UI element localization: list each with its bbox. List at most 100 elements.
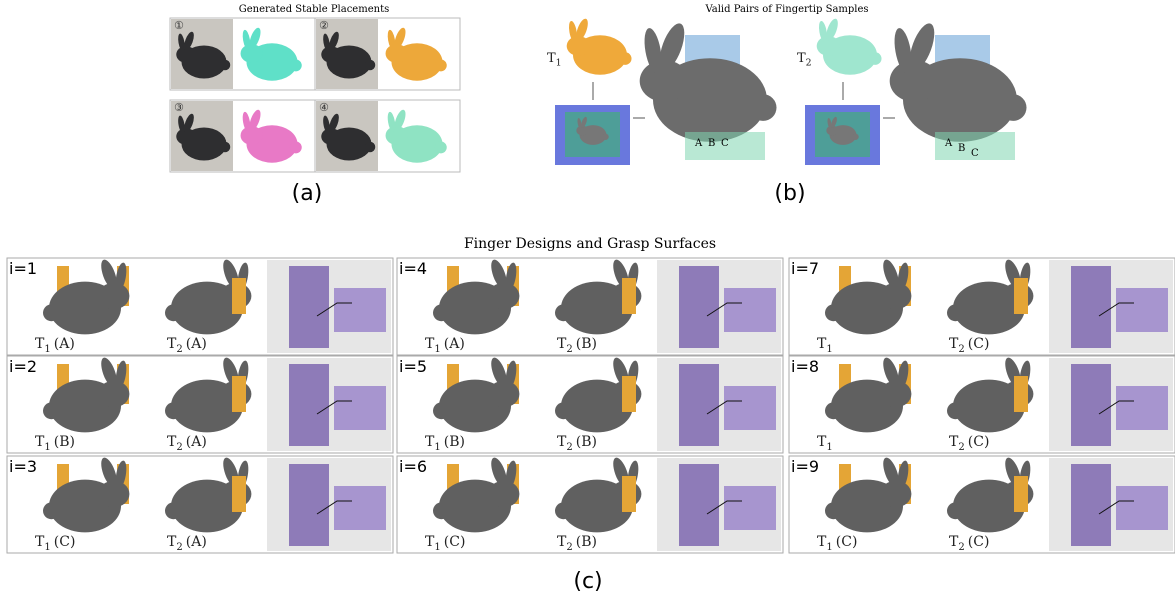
panel-b-title: Valid Pairs of Fingertip Samples	[704, 4, 868, 15]
label-subscript: 2	[958, 442, 964, 453]
design-index: i=4	[399, 259, 427, 278]
bunny-tail	[365, 142, 376, 153]
label-sample: (A)	[186, 534, 207, 550]
panel-c-title: Finger Designs and Grasp Surfaces	[464, 236, 716, 252]
label-sample: (B)	[444, 434, 465, 450]
label-sample: (B)	[54, 434, 75, 450]
label-subscript: 2	[176, 344, 182, 355]
label-sample: (C)	[968, 534, 990, 550]
sample-label: C	[721, 138, 729, 149]
bunny-tail	[947, 304, 964, 321]
finger-purple	[1071, 266, 1111, 348]
finger-purple	[679, 464, 719, 546]
label-subscript: 2	[566, 542, 572, 553]
finger-purple	[1071, 464, 1111, 546]
bunny-tail	[825, 402, 842, 419]
bunny-tail	[165, 402, 182, 419]
label-sample: (A)	[186, 434, 207, 450]
finger-purple-face	[1116, 486, 1168, 530]
bunny-tail	[947, 502, 964, 519]
finger-purple	[289, 364, 329, 446]
finger-block	[1014, 278, 1028, 314]
label-sample: (B)	[576, 434, 597, 450]
finger-purple-face	[724, 486, 776, 530]
design-index: i=1	[9, 259, 37, 278]
label-subscript: 1	[434, 542, 440, 553]
label-subscript: 2	[176, 542, 182, 553]
label-sample: (B)	[576, 336, 597, 352]
bunny-tail	[433, 304, 450, 321]
panel-b-caption: (b)	[774, 181, 805, 206]
label-subscript: 1	[434, 442, 440, 453]
bunny-tail	[365, 60, 376, 71]
bunny-tail	[435, 59, 447, 71]
label-sample: (B)	[576, 534, 597, 550]
label-sample: (A)	[444, 336, 465, 352]
finger-purple	[679, 266, 719, 348]
label-subscript: 1	[826, 344, 832, 355]
bunny-tail	[555, 304, 572, 321]
label-subscript: 1	[44, 542, 50, 553]
bunny-tail	[43, 304, 60, 321]
bunny-tail	[435, 141, 447, 153]
bunny-tail	[750, 94, 777, 121]
label-sample: (C)	[836, 534, 858, 550]
bunny-tail	[825, 502, 842, 519]
bunny-tail	[43, 502, 60, 519]
finger-purple-face	[334, 288, 386, 332]
design-index: i=6	[399, 457, 427, 476]
finger-purple	[1071, 364, 1111, 446]
finger-block	[232, 476, 246, 512]
label-sample: (C)	[54, 534, 76, 550]
bunny-tail	[433, 502, 450, 519]
bunny-tail	[825, 304, 842, 321]
label-subscript: 2	[958, 542, 964, 553]
label-sample: (C)	[968, 434, 990, 450]
bunny-tail	[619, 52, 632, 65]
sample-label: A	[944, 138, 953, 149]
design-index: i=2	[9, 357, 37, 376]
sample-label: B	[708, 138, 715, 149]
bunny-tail	[220, 60, 231, 71]
bunny-tail	[947, 402, 964, 419]
finger-block	[622, 376, 636, 412]
label-subscript: 2	[806, 58, 812, 69]
figure: Generated Stable Placements (a) Valid Pa…	[0, 0, 1175, 599]
finger-purple-face	[334, 486, 386, 530]
panel-a-caption: (a)	[292, 181, 323, 206]
design-index: i=3	[9, 457, 37, 476]
placement-number: ④	[319, 101, 329, 114]
label-subscript: 1	[44, 442, 50, 453]
design-index: i=5	[399, 357, 427, 376]
target-label: T1	[547, 51, 562, 69]
finger-purple	[679, 364, 719, 446]
bunny-tail	[290, 59, 302, 71]
bunny	[817, 17, 882, 75]
finger-purple-face	[334, 386, 386, 430]
bunny	[567, 17, 632, 75]
sample-label: B	[958, 143, 965, 154]
label-subscript: 1	[434, 344, 440, 355]
design-index: i=7	[791, 259, 819, 278]
label-subscript: 2	[176, 442, 182, 453]
label-symbol: T	[797, 51, 806, 66]
bunny-tail	[220, 142, 231, 153]
finger-purple	[289, 266, 329, 348]
finger-block	[1014, 476, 1028, 512]
finger-purple	[289, 464, 329, 546]
label-sample: (A)	[54, 336, 75, 352]
bunny-tail	[165, 304, 182, 321]
bunny-tail	[43, 402, 60, 419]
finger-block	[1014, 376, 1028, 412]
panel-c-caption: (c)	[573, 569, 602, 594]
bunny-tail	[555, 402, 572, 419]
target-label: T2	[797, 51, 812, 69]
label-subscript: 2	[566, 344, 572, 355]
label-sample: (C)	[444, 534, 466, 550]
finger-purple-face	[1116, 288, 1168, 332]
label-subscript: 1	[826, 542, 832, 553]
bunny-tail	[869, 52, 882, 65]
bunny-tail	[290, 141, 302, 153]
label-subscript: 2	[566, 442, 572, 453]
sample-label: C	[971, 148, 979, 159]
